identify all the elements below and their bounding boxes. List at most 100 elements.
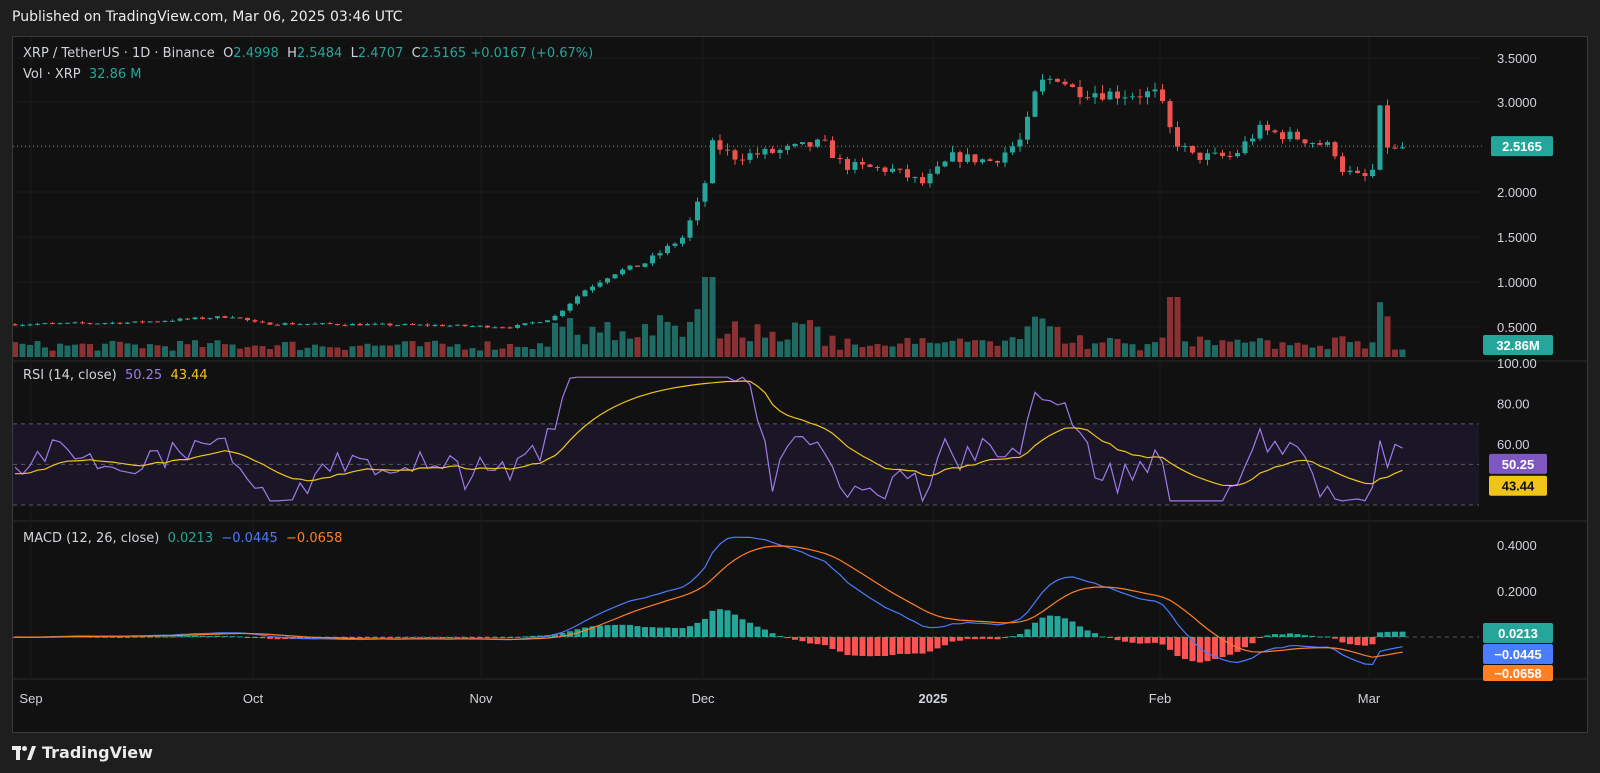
macd-hist-bar <box>1257 637 1263 638</box>
rsi-label[interactable]: RSI (14, close) <box>23 368 117 383</box>
macd-hist-bar <box>1347 637 1353 645</box>
macd-hist-bar <box>844 637 851 656</box>
candle-body <box>747 153 753 160</box>
volume-bar <box>1377 302 1383 357</box>
time-axis-label: Oct <box>243 691 264 706</box>
macd-hist-bar <box>1032 622 1038 637</box>
candle-body <box>1392 147 1398 149</box>
macd-hist-bar <box>147 636 153 638</box>
candle-body <box>1167 101 1173 128</box>
tradingview-brand[interactable]: TradingView <box>12 743 153 762</box>
volume-bar <box>379 345 386 357</box>
macd-signal-line <box>14 545 1403 658</box>
macd-hist-bar <box>499 637 506 638</box>
candle-body <box>822 139 828 141</box>
candle-body <box>650 255 655 264</box>
candle-body <box>920 177 925 184</box>
macd-hist-bar <box>882 637 888 657</box>
candle-body <box>567 303 573 311</box>
macd-hist-bar <box>552 634 558 637</box>
volume-bar <box>1227 341 1233 357</box>
volume-bar <box>642 324 648 357</box>
macd-hist-bar <box>102 636 108 638</box>
candle-body <box>845 158 850 170</box>
candle-body <box>1265 124 1270 131</box>
volume-bar <box>537 343 543 357</box>
macd-hist-bar <box>679 628 686 637</box>
macd-hist-bar <box>432 636 438 638</box>
close-label: C <box>411 46 421 61</box>
candle-body <box>297 324 303 326</box>
candle-body <box>1032 91 1038 117</box>
candle-body <box>770 148 775 153</box>
low-value: 2.4707 <box>357 46 404 61</box>
volume-bar <box>1077 335 1083 357</box>
volume-bar <box>1234 339 1241 357</box>
macd-hist-bar <box>927 637 933 652</box>
chart-canvas[interactable]: SepOctNovDec2025FebMar3.50003.00002.5000… <box>13 37 1587 732</box>
symbol-name[interactable]: XRP / TetherUS · 1D · Binance <box>23 46 215 61</box>
candle-body <box>1190 145 1195 153</box>
macd-hist-bar <box>109 636 116 638</box>
macd-hist-bar <box>642 627 648 637</box>
volume-bar <box>604 322 611 357</box>
volume-bar <box>1362 348 1368 357</box>
candle-body <box>470 326 475 328</box>
candle-body <box>95 323 100 325</box>
volume-bar <box>289 341 296 357</box>
price-axis-label: 0.5000 <box>1497 320 1537 335</box>
volume-bar <box>544 346 551 357</box>
macd-hist-bar <box>1009 636 1016 638</box>
volume-bar <box>717 338 723 357</box>
close-value: 2.5165 <box>420 46 467 61</box>
candle-body <box>65 322 70 324</box>
volume-label[interactable]: Vol · XRP <box>23 67 81 82</box>
macd-hist-bar <box>1182 637 1188 660</box>
chart-frame[interactable]: SepOctNovDec2025FebMar3.50003.00002.5000… <box>12 36 1588 733</box>
macd-hist-bar <box>454 636 461 638</box>
macd-label[interactable]: MACD (12, 26, close) <box>23 531 160 546</box>
macd-hist-bar <box>754 626 761 637</box>
volume-bar <box>109 340 116 357</box>
macd-hist-bar <box>769 633 776 637</box>
symbol-legend: XRP / TetherUS · 1D · Binance O2.4998 H2… <box>23 46 593 61</box>
volume-bar <box>889 346 896 357</box>
volume-bar <box>1294 342 1301 357</box>
volume-bar <box>1084 349 1091 357</box>
candle-body <box>1385 105 1390 148</box>
candle-body <box>1317 142 1323 145</box>
candle-body <box>1160 89 1165 102</box>
macd-hist-bar <box>1122 637 1128 642</box>
macd-hist-bar <box>994 637 1001 640</box>
macd-hist-bar <box>379 636 386 638</box>
macd-hist-bar <box>1392 631 1398 637</box>
macd-hist-bar <box>1354 637 1361 646</box>
volume-bar <box>297 349 303 357</box>
volume-bar <box>13 342 18 357</box>
volume-bar <box>1144 344 1151 357</box>
macd-hist-bar <box>154 636 161 638</box>
volume-bar <box>319 346 326 357</box>
volume-bar <box>1129 344 1136 357</box>
volume-bar <box>1159 337 1166 357</box>
candle-body <box>560 310 565 316</box>
macd-hist-bar <box>702 618 708 637</box>
volume-bar <box>364 343 371 357</box>
macd-hist-bar <box>364 637 371 638</box>
macd-hist-bar <box>439 637 446 638</box>
volume-bar <box>177 340 183 357</box>
macd-hist-bar <box>972 637 978 640</box>
footer: TradingView <box>0 735 1600 773</box>
macd-hist-badge <box>1483 623 1553 643</box>
candle-body <box>447 325 453 327</box>
candle-body <box>710 140 715 184</box>
candle-body <box>485 325 490 328</box>
macd-legend: MACD (12, 26, close) 0.0213 −0.0445 −0.0… <box>23 531 342 546</box>
volume-bar <box>1122 343 1128 357</box>
candle-body <box>50 323 55 325</box>
macd-line-badge-text: −0.0445 <box>1494 647 1541 662</box>
candle-body <box>342 324 348 326</box>
candle-body <box>462 324 468 327</box>
macd-hist-bar <box>1272 634 1278 637</box>
volume-bar <box>1017 339 1023 357</box>
